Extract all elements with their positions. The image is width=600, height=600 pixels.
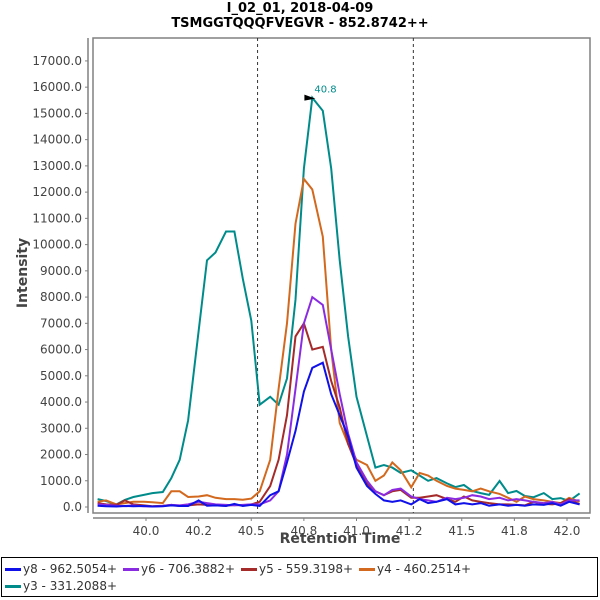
legend-item-y4[interactable]: y4 - 460.2514+	[359, 562, 471, 576]
x-tick-label: 40.8	[291, 524, 318, 538]
y-tick-label: 14000.0	[32, 133, 82, 147]
x-tick-label: 41.8	[501, 524, 528, 538]
legend-swatch-y6	[123, 567, 140, 571]
x-tick-label: 41.2	[396, 524, 423, 538]
y-tick-label: 16000.0	[32, 80, 82, 94]
series-line-y3	[97, 95, 581, 506]
x-tick-label: 40.5	[238, 524, 265, 538]
y-tick-label: 3000.0	[40, 421, 82, 435]
y-tick-label: 12000.0	[32, 185, 82, 199]
peak-marker-arrow-icon	[304, 94, 316, 101]
chart-title-line1: I_02_01, 2018-04-09	[226, 1, 374, 16]
y-tick-label: 6000.0	[40, 343, 82, 357]
legend-swatch-y4	[359, 567, 376, 571]
legend-item-y6[interactable]: y6 - 706.3882+	[123, 562, 235, 576]
y-tick-label: 5000.0	[40, 369, 82, 383]
y-tick-label: 4000.0	[40, 395, 82, 409]
legend-item-y5[interactable]: y5 - 559.3198+	[241, 562, 353, 576]
legend-swatch-y5	[241, 567, 258, 571]
y-axis-title: Intensity	[15, 237, 31, 309]
y-tick-label: 2000.0	[40, 448, 82, 462]
y-tick-label: 17000.0	[32, 54, 82, 68]
x-tick-label: 40.2	[185, 524, 212, 538]
chart-title-line2: TSMGGTQQQFVEGVR - 852.8742++	[171, 16, 429, 31]
series-line-y4	[97, 176, 580, 506]
legend: y8 - 962.5054+ y6 - 706.3882+ y5 - 559.3…	[1, 557, 598, 597]
legend-swatch-y3	[5, 584, 21, 588]
legend-swatch-y8	[5, 567, 21, 571]
y-tick-label: 0.0	[63, 500, 82, 514]
series-line-y8	[97, 361, 580, 508]
legend-item-y3[interactable]: y3 - 331.2088+	[5, 579, 117, 593]
legend-item-y8[interactable]: y8 - 962.5054+	[5, 562, 117, 576]
peak-label: 40.8	[314, 85, 336, 96]
x-tick-label: 41.0	[343, 524, 370, 538]
x-tick-label: 40.0	[133, 524, 160, 538]
chromatogram-plot[interactable]: 0.0 1000.0 2000.0 3000.0 4000.0 5000.0 6000.0 7…	[0, 0, 600, 560]
y-tick-label: 1000.0	[40, 474, 82, 488]
y-tick-label: 10000.0	[32, 238, 82, 252]
x-tick-label: 42.0	[554, 524, 581, 538]
x-tick-label: 41.5	[448, 524, 475, 538]
y-tick-label: 9000.0	[40, 264, 82, 278]
y-tick-label: 7000.0	[40, 316, 82, 330]
y-tick-label: 8000.0	[40, 290, 82, 304]
x-axis-title: Retention Time	[279, 531, 401, 547]
y-tick-label: 13000.0	[32, 159, 82, 173]
y-tick-label: 15000.0	[32, 106, 82, 120]
y-tick-label: 11000.0	[32, 211, 82, 225]
